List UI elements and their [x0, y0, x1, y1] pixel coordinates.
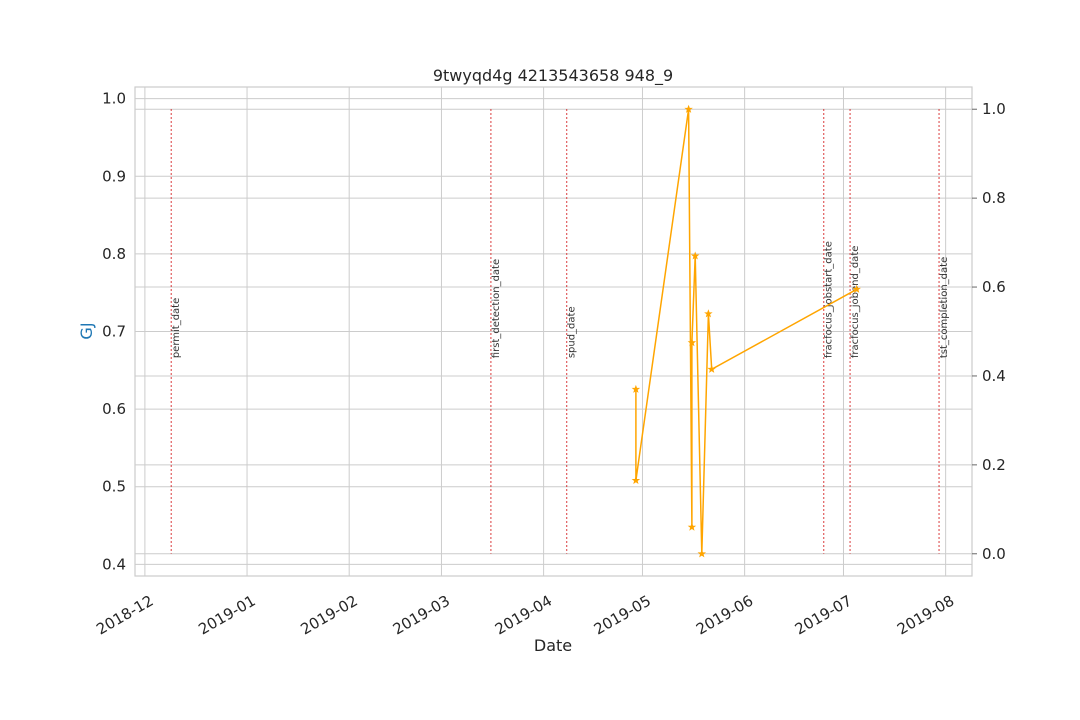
event-label: first_detection_date [491, 259, 502, 358]
x-tick-label: 2019-01 [195, 592, 258, 639]
series-line [635, 109, 858, 554]
data-point [631, 384, 641, 393]
chart-title: 9twyqd4g 4213543658 948_9 [433, 66, 673, 86]
event-label: fracfocus_jobstart_date [824, 241, 835, 358]
data-point [852, 284, 861, 293]
data-point [687, 338, 697, 347]
event-label: permit_date [171, 298, 182, 358]
y-right-tick-label: 0.0 [982, 545, 1006, 563]
y-left-tick-label: 0.9 [102, 167, 126, 185]
x-tick-label: 2019-07 [792, 592, 855, 639]
event-markers: permit_date first_detection_date spud_date… [170, 109, 950, 554]
x-tick-label: 2019-08 [894, 592, 957, 639]
y-right-tick-label: 0.8 [982, 189, 1006, 207]
x-tick-label: 2019-05 [591, 592, 654, 639]
event-label: spud_date [567, 306, 578, 358]
x-tick-label: 2019-06 [693, 592, 756, 639]
y-left-tick-label: 0.5 [102, 478, 126, 496]
data-point [631, 475, 641, 485]
x-tick-label: 2018-12 [93, 592, 156, 639]
x-tick-label: 2019-02 [298, 592, 361, 639]
plot-frame [134, 86, 973, 577]
ticks: 2018-12 2019-01 2019-02 2019-03 2019-04 2019-… [93, 90, 1006, 639]
y-right-tick-label: 0.4 [982, 367, 1006, 385]
x-axis-title: Date [534, 636, 572, 655]
y-right-tick-label: 0.6 [982, 278, 1006, 296]
x-tick-label: 2019-03 [390, 592, 453, 639]
y-left-tick-label: 0.7 [102, 323, 126, 341]
x-tick-label: 2019-04 [492, 592, 555, 639]
data-point [687, 522, 697, 531]
grid [135, 87, 972, 576]
y-axis-title: GJ [77, 322, 96, 339]
y-left-tick-label: 0.4 [102, 555, 126, 573]
data-point [690, 251, 700, 260]
y-left-tick-label: 0.8 [102, 245, 126, 263]
y-left-tick-label: 0.6 [102, 400, 126, 418]
event-label: tst_completion_date [939, 257, 950, 358]
y-right-tick-label: 1.0 [982, 100, 1006, 118]
y-right-tick-label: 0.2 [982, 456, 1006, 474]
data-point [707, 364, 716, 373]
data-point [704, 309, 713, 318]
data-point [684, 104, 693, 113]
event-label: fracfocus_jobend_date [850, 246, 861, 359]
series [631, 104, 861, 558]
y-left-tick-label: 1.0 [102, 90, 126, 108]
data-point [697, 549, 707, 558]
